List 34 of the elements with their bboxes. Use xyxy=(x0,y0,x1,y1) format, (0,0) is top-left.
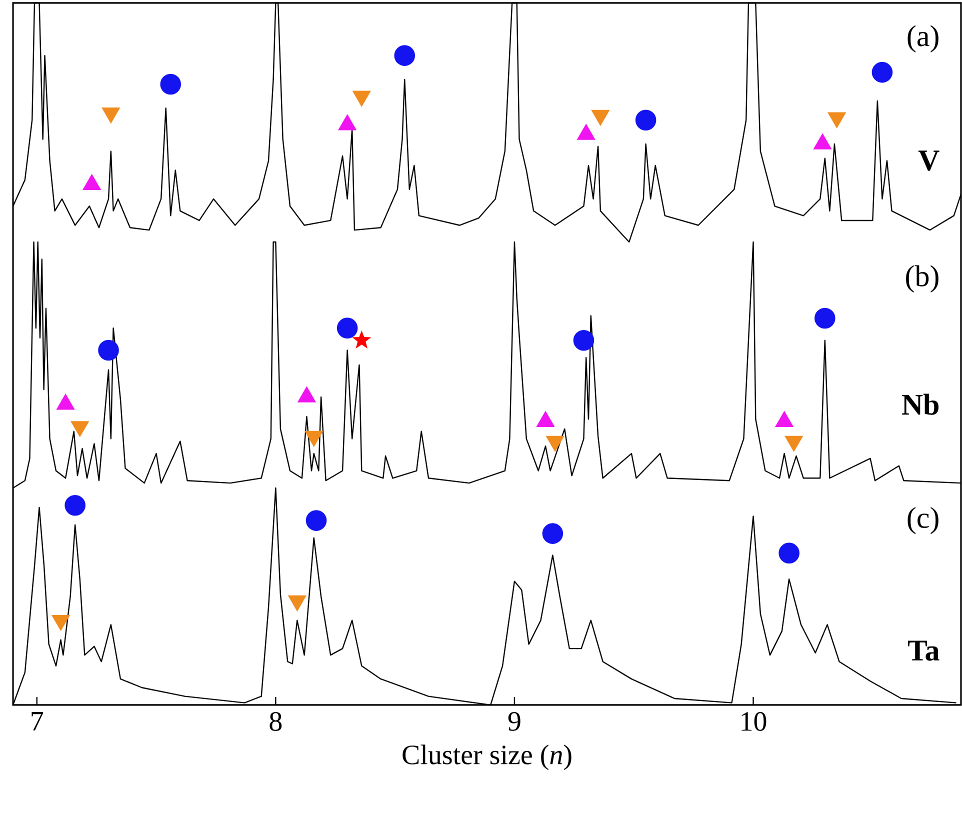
point xyxy=(70,421,89,437)
point xyxy=(82,174,101,190)
x-tick-label: 9 xyxy=(508,712,520,731)
point xyxy=(573,330,594,351)
point xyxy=(394,45,416,66)
annotation: (a) xyxy=(908,25,938,52)
point xyxy=(813,134,832,150)
point xyxy=(872,62,893,83)
point xyxy=(98,340,119,361)
point xyxy=(306,510,327,531)
point xyxy=(338,114,356,130)
point xyxy=(336,318,358,338)
point xyxy=(52,614,70,631)
point xyxy=(635,110,656,130)
series-label: Ta xyxy=(908,640,940,661)
annotation: (b) xyxy=(906,265,938,292)
point xyxy=(577,124,596,140)
x-tick-label: 10 xyxy=(742,712,766,731)
point xyxy=(542,523,564,544)
point xyxy=(304,430,323,447)
x-tick-label: 8 xyxy=(270,712,282,731)
x-axis-title: Cluster size (n) xyxy=(402,744,572,770)
point xyxy=(160,74,182,95)
series-label: Nb xyxy=(902,394,938,415)
point xyxy=(546,436,564,452)
point xyxy=(288,595,306,612)
point xyxy=(352,330,372,348)
annotation: (c) xyxy=(908,506,938,534)
x-tick-label: 7 xyxy=(32,712,44,730)
point xyxy=(64,494,86,516)
series-label: V xyxy=(918,150,940,171)
point xyxy=(814,308,836,329)
point xyxy=(784,436,803,452)
point xyxy=(778,542,800,564)
